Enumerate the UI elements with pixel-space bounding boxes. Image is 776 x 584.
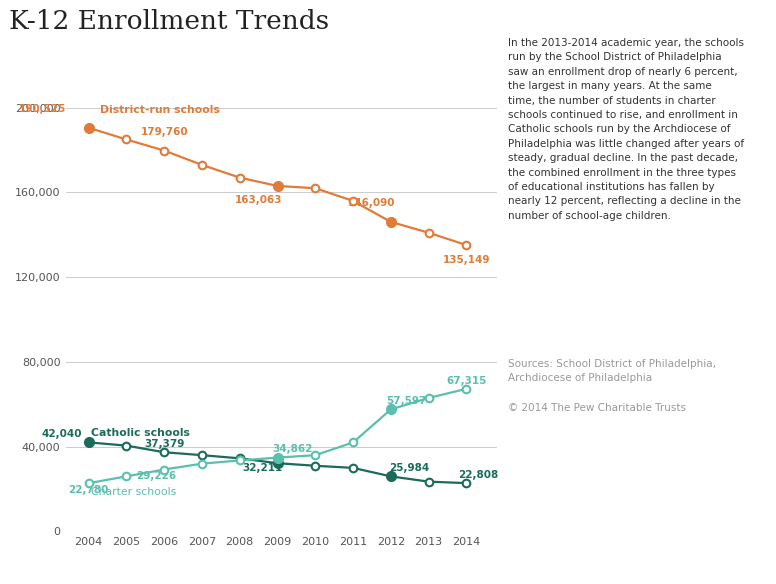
Text: 190,525: 190,525 xyxy=(19,104,66,114)
Text: 57,597: 57,597 xyxy=(386,396,426,406)
Text: In the 2013-2014 academic year, the schools
run by the School District of Philad: In the 2013-2014 academic year, the scho… xyxy=(508,38,744,221)
Text: © 2014 The Pew Charitable Trusts: © 2014 The Pew Charitable Trusts xyxy=(508,403,686,413)
Text: District-run schools: District-run schools xyxy=(100,105,220,115)
Text: 29,226: 29,226 xyxy=(137,471,177,481)
Text: 32,211: 32,211 xyxy=(242,463,282,472)
Text: 146,090: 146,090 xyxy=(348,198,396,208)
Text: 42,040: 42,040 xyxy=(42,429,82,439)
Text: K-12 Enrollment Trends: K-12 Enrollment Trends xyxy=(9,9,330,34)
Text: Sources: School District of Philadelphia,
Archdiocese of Philadelphia: Sources: School District of Philadelphia… xyxy=(508,359,716,383)
Text: 179,760: 179,760 xyxy=(140,127,188,137)
Text: 25,984: 25,984 xyxy=(390,463,430,473)
Text: 135,149: 135,149 xyxy=(442,255,490,265)
Text: 163,063: 163,063 xyxy=(235,195,282,205)
Text: 34,862: 34,862 xyxy=(272,444,313,454)
Text: Catholic schools: Catholic schools xyxy=(91,428,189,438)
Text: 22,808: 22,808 xyxy=(458,470,498,480)
Text: 22,780: 22,780 xyxy=(68,485,109,495)
Text: Charter schools: Charter schools xyxy=(91,486,176,496)
Text: 37,379: 37,379 xyxy=(144,439,185,449)
Text: 67,315: 67,315 xyxy=(446,376,487,385)
